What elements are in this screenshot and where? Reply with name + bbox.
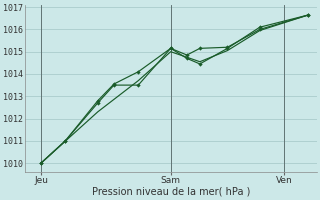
X-axis label: Pression niveau de la mer( hPa ): Pression niveau de la mer( hPa ) bbox=[92, 187, 250, 197]
